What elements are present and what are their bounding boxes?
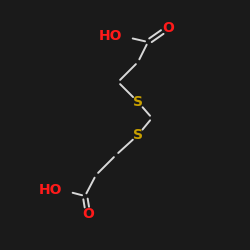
Text: HO: HO xyxy=(38,183,62,197)
Text: O: O xyxy=(82,207,94,221)
Text: S: S xyxy=(133,128,143,142)
Text: S: S xyxy=(133,95,143,109)
Text: O: O xyxy=(162,21,174,35)
Text: HO: HO xyxy=(98,29,122,43)
